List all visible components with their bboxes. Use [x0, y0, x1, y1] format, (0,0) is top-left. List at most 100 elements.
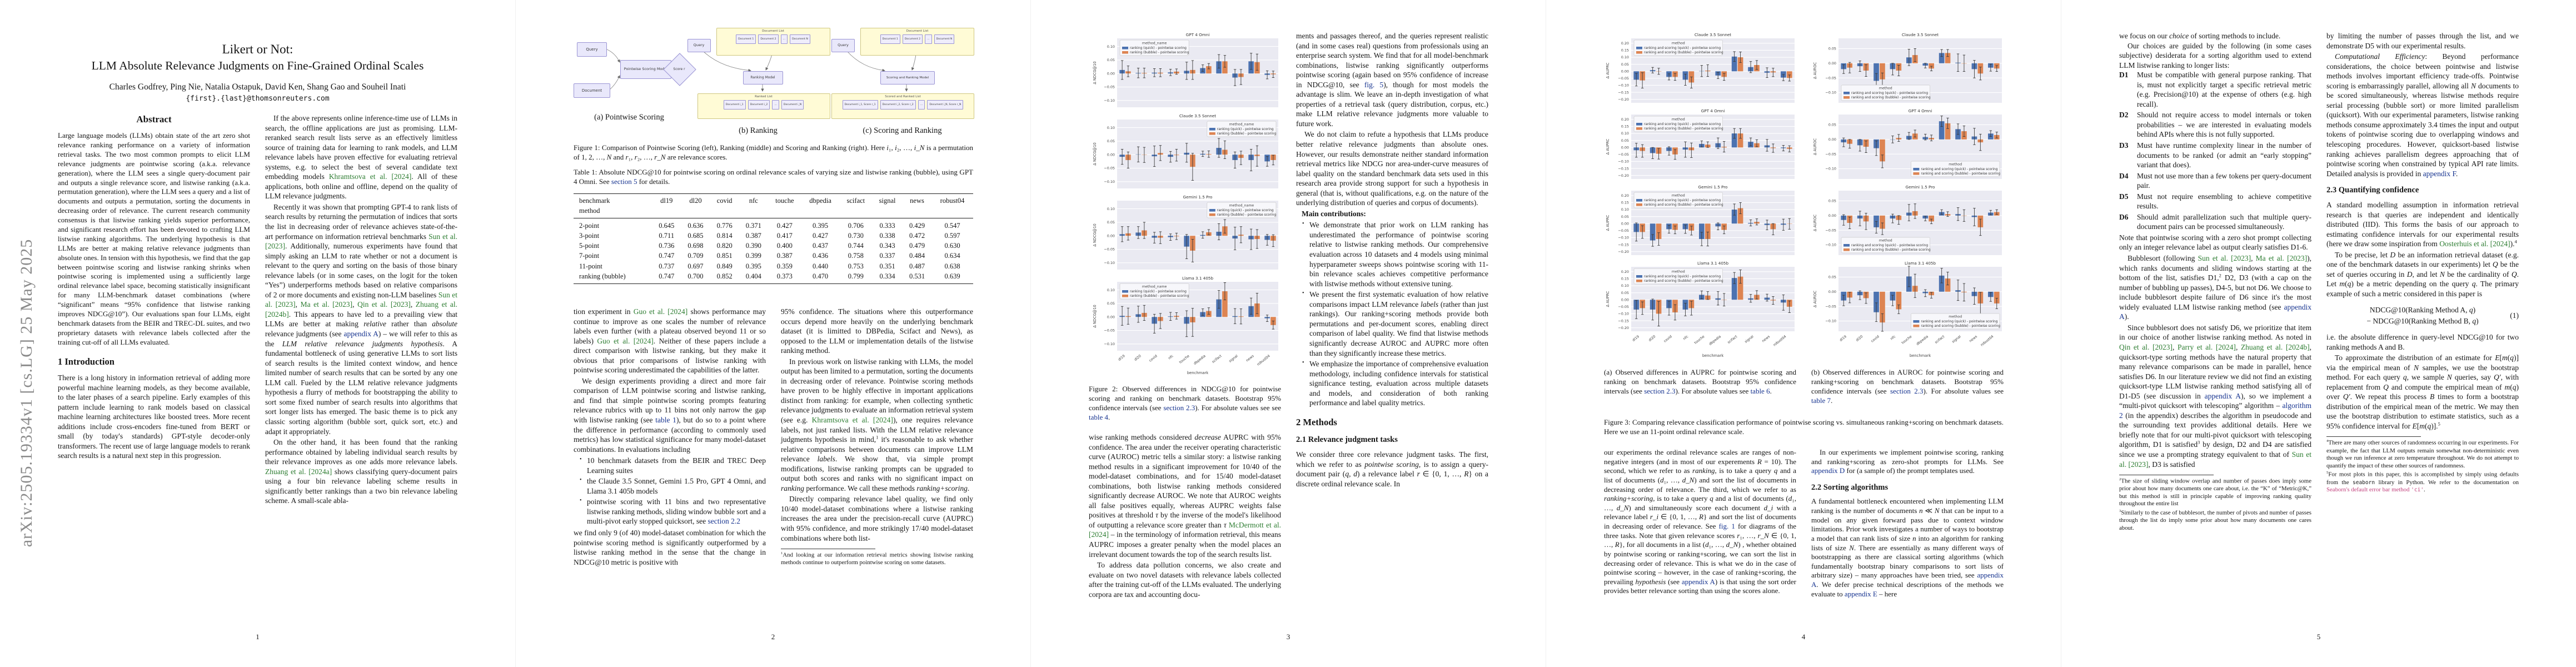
table-row: 3-point 0.711 0.685 0.814 0.387 0.417 0.427 0.7… [579, 231, 960, 240]
paragraph: To be precise, let D be an information r… [2326, 250, 2519, 298]
diagram-doc-box: … [918, 100, 925, 109]
svg-text:0.15: 0.15 [1621, 277, 1629, 281]
svg-text:ranking and scoring (quick) -: ranking and scoring (quick) - pointwise … [1921, 320, 1997, 323]
svg-text:0.10: 0.10 [1621, 283, 1629, 288]
paragraph: wise ranking methods considered decrease… [1089, 433, 1282, 559]
evaluation-bullet-list: 10 benchmark datasets from the BEIR and … [574, 456, 766, 526]
svg-text:−0.10: −0.10 [1618, 236, 1629, 240]
diagram-doc-box: Document i_2 [748, 100, 770, 109]
svg-text:dl20: dl20 [1648, 335, 1656, 342]
svg-text:ranking and scoring (quick) -: ranking and scoring (quick) - pointwise … [1644, 199, 1721, 202]
svg-text:ranking (bubble) - pointwise s: ranking (bubble) - pointwise scoring [1130, 51, 1189, 54]
svg-text:0.15: 0.15 [1621, 125, 1629, 129]
svg-text:dl19: dl19 [1118, 354, 1126, 362]
svg-text:0.05: 0.05 [1828, 275, 1836, 280]
figure1c-caption: (c) Scoring and Ranking [863, 126, 942, 135]
page-number-5: 5 [2316, 633, 2321, 641]
svg-text:ranking and scoring (bubble) -: ranking and scoring (bubble) - pointwise… [1851, 96, 1931, 99]
page-number-4: 4 [1801, 633, 1806, 641]
paper-subtitle: LLM Absolute Relevance Judgments on Fine… [91, 59, 424, 72]
paragraph: Recently it was shown that prompting GPT… [265, 202, 458, 436]
paragraph: by limiting the number of passes through… [2326, 32, 2519, 50]
svg-text:Δ AUPRC: Δ AUPRC [1606, 138, 1610, 155]
ranked-list-box: Ranked List Document i_1 Document i_2… Doc… [697, 93, 830, 119]
diagram-doc-box: Document N [790, 34, 810, 44]
svg-text:−0.05: −0.05 [1618, 152, 1629, 157]
scored-ranked-list-box: Scored and Ranked List Document i_1, Sco… [831, 93, 974, 119]
svg-text:ranking and scoring (bubble) -: ranking and scoring (bubble) - pointwise… [1644, 127, 1723, 131]
figure1a-caption: (a) Pointwise Scoring [594, 113, 664, 122]
table-row: 7-point 0.747 0.709 0.851 0.399 0.387 0.436 0.7… [579, 252, 960, 260]
figure2-caption: Figure 2: Observed differences in NDCG@1… [1089, 385, 1282, 421]
svg-text:−0.10: −0.10 [1825, 243, 1836, 247]
svg-text:Llama 3.1 405b: Llama 3.1 405b [1182, 276, 1214, 281]
paragraph: tion experiment in Guo et al. [2024] sho… [574, 307, 766, 375]
paragraph: i.e. the absolute difference in query-le… [2326, 333, 2519, 351]
page-number-1: 1 [256, 633, 260, 641]
svg-text:ranking and scoring (quick) -: ranking and scoring (quick) - pointwise … [1644, 123, 1721, 126]
svg-text:−0.10: −0.10 [1618, 83, 1629, 88]
page-number-3: 3 [1286, 633, 1291, 641]
table-row: 11-point 0.737 0.697 0.849 0.395 0.359 0.440 0.… [579, 262, 960, 270]
svg-text:ranking and scoring (bubble) -: ranking and scoring (bubble) - pointwise… [1644, 280, 1723, 283]
svg-text:signal: signal [1744, 335, 1755, 344]
svg-text:Δ NDCG@10: Δ NDCG@10 [1093, 223, 1097, 246]
svg-text:0.00: 0.00 [1621, 221, 1629, 226]
svg-text:0.15: 0.15 [1621, 201, 1629, 205]
svg-text:−0.10: −0.10 [1104, 342, 1115, 346]
figure3b-charts: Claude 3.5 Sonnet −0.10 −0.05 0.00 0.05 Δ AUR… [1811, 31, 2004, 360]
svg-text:method_name: method_name [1229, 123, 1254, 127]
paragraph: To address data pollution concerns, we a… [1089, 561, 1281, 599]
document-box: Document [574, 83, 610, 98]
svg-text:scifact: scifact [1727, 335, 1738, 345]
fig3a-panel-gemini-1-5-pro: Gemini 1.5 Pro −0.20 −0.15 −0.10 −0.05 0.00 0.… [1606, 185, 1795, 255]
intro-paragraph: There is a long history in information r… [58, 374, 250, 460]
svg-text:ranking and scoring (quick) -: ranking and scoring (quick) - pointwise … [1851, 92, 1928, 95]
svg-text:0.00: 0.00 [1621, 145, 1629, 150]
svg-text:Gemini 1.5 Pro: Gemini 1.5 Pro [1183, 195, 1213, 200]
section-heading-methods: 2 Methods [1296, 416, 1337, 427]
svg-text:dl20: dl20 [1134, 354, 1142, 362]
email-line: {first}.{last}@thomsonreuters.com [186, 94, 330, 103]
equation-line: − NDCG@10(Ranking Method B, q) [2366, 316, 2479, 325]
svg-text:method_name: method_name [1142, 42, 1167, 46]
svg-text:dl19: dl19 [1632, 335, 1640, 342]
svg-text:ranking (bubble) - pointwise s: ranking (bubble) - pointwise scoring [1217, 213, 1277, 217]
svg-text:0.20: 0.20 [1621, 41, 1629, 46]
paragraph: our experiments the ordinal relevance sc… [1604, 448, 1797, 595]
fig2-panel-llama-3-1-405b: Llama 3.1 405b −0.10 −0.05 0.00 0.05 0.10 Δ ND… [1093, 276, 1278, 375]
bullet-item: We emphasize the importance of comprehen… [1302, 359, 1488, 408]
svg-text:benchmark: benchmark [1702, 354, 1723, 358]
table-column-header: scifact [839, 193, 873, 206]
svg-text:0.00: 0.00 [1107, 233, 1115, 238]
bullet-item: pointwise scoring with 11 bins and two r… [580, 497, 766, 526]
diagram-doc-box: … [772, 100, 779, 109]
desideratum-item: D5 Must not require ensembling to achieve… [2119, 192, 2311, 211]
svg-text:dbpedia: dbpedia [1193, 354, 1207, 366]
page2-right-column: 95% confidence. The situations where thi… [781, 307, 973, 568]
svg-text:robust04: robust04 [1772, 335, 1787, 347]
svg-text:touche: touche [1179, 354, 1190, 365]
query-box: Query [831, 39, 855, 52]
svg-text:ranking and scoring (quick) -: ranking and scoring (quick) - pointwise … [1921, 168, 1997, 171]
diagram-doc-box: Document 1 [736, 34, 756, 44]
svg-text:Δ AUROC: Δ AUROC [1813, 290, 1817, 307]
diagram-doc-box: Document i_N [781, 100, 804, 109]
table-column-header: news [902, 193, 932, 206]
svg-text:0.05: 0.05 [1621, 291, 1629, 295]
page-4: Claude 3.5 Sonnet −0.20 −0.15 −0.10 −0.05 0.0… [1546, 0, 2061, 667]
query-box: Query [687, 39, 711, 52]
svg-text:dbpedia: dbpedia [1916, 335, 1929, 346]
svg-text:−0.10: −0.10 [1104, 98, 1115, 103]
svg-text:benchmark: benchmark [1910, 354, 1931, 358]
paragraph: Computational Efficiency: Beyond perform… [2326, 52, 2519, 178]
svg-text:0.20: 0.20 [1621, 270, 1629, 274]
svg-text:0.10: 0.10 [1107, 207, 1115, 211]
svg-text:robust04: robust04 [1257, 354, 1271, 367]
footnote-2: 2The size of sliding window overlap and … [2119, 477, 2311, 507]
svg-text:Δ AUROC: Δ AUROC [1813, 214, 1817, 231]
diagram-doc-box: Document i_1, Score r_1 [842, 100, 878, 109]
score-diamond: Score r [663, 53, 696, 86]
svg-text:−0.05: −0.05 [1618, 228, 1629, 233]
table-column-header: covid [710, 193, 739, 206]
